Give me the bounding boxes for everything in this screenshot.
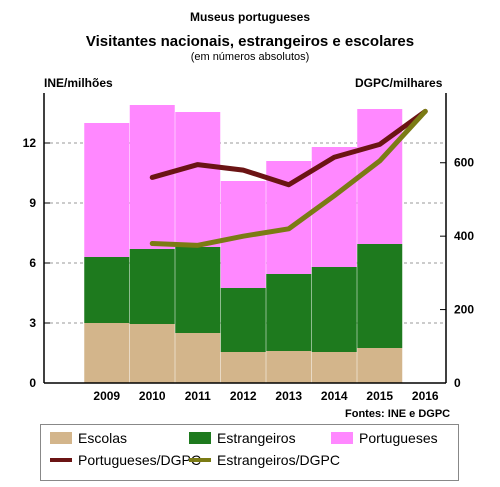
- line-estrangeiros-dgpc: [149, 108, 428, 248]
- legend-swatch-estrangeiros: [189, 432, 211, 444]
- chart-canvas: 0 3 6 9 12 0 200 400 600 2009 2010 2011 2012 2013 2014…: [23, 93, 475, 403]
- legend-label-estrangeiros-dgpc: Estrangeiros/DGPC: [217, 452, 340, 468]
- legend-label-portugueses-dgpc: Portugueses/DGPC: [78, 452, 201, 468]
- y-left-tick-label: 6: [29, 256, 36, 270]
- y-left-tick-label: 3: [29, 316, 36, 330]
- bar-estrangeiros: [266, 274, 312, 351]
- bar-escolas: [129, 324, 175, 383]
- y-left-tick-label: 0: [29, 376, 36, 390]
- x-tick-label: 2009: [93, 389, 120, 403]
- bar-escolas: [311, 352, 357, 383]
- chart-suptitle: Museus portugueses: [189, 10, 311, 24]
- bar-escolas: [175, 333, 221, 383]
- x-tick-label: 2015: [366, 389, 393, 403]
- y-axis-left-label: INE/milhões: [44, 76, 113, 90]
- legend-swatch-portugueses: [331, 432, 353, 444]
- bar-estrangeiros: [129, 249, 175, 324]
- chart-subtitle: (em números absolutos): [190, 51, 310, 63]
- bar-escolas: [266, 351, 312, 383]
- legend-swatch-escolas: [50, 432, 72, 444]
- bar-estrangeiros: [311, 267, 357, 352]
- bar-portugueses: [84, 123, 130, 257]
- source-note: Fontes: INE e DGPC: [345, 408, 451, 420]
- tick-labels: 0 3 6 9 12 0 200 400 600 2009 2010 2011 2012 2013 2014…: [23, 136, 475, 403]
- line-portugueses-dgpc: [149, 108, 428, 188]
- x-tick-label: 2014: [321, 389, 348, 403]
- legend-label-escolas: Escolas: [78, 430, 128, 446]
- y-right-tick-label: 600: [454, 156, 474, 170]
- bar-estrangeiros: [357, 244, 403, 348]
- bars: [84, 105, 403, 383]
- axes: [43, 93, 447, 384]
- bar-escolas: [357, 348, 403, 383]
- bar-portugueses: [357, 109, 403, 244]
- x-tick-label: 2012: [230, 389, 257, 403]
- y-right-tick-label: 200: [454, 303, 474, 317]
- y-left-tick-label: 12: [23, 136, 37, 150]
- bar-estrangeiros: [175, 247, 221, 333]
- legend-item-escolas: Escolas: [50, 430, 127, 446]
- x-tick-label: 2013: [275, 389, 302, 403]
- bar-escolas: [84, 323, 130, 383]
- legend-label-portugueses: Portugueses: [359, 430, 438, 446]
- bar-portugueses: [175, 112, 221, 247]
- legend-swatch-portugueses-dgpc: [50, 458, 72, 462]
- legend-label-estrangeiros: Estrangeiros: [217, 430, 296, 446]
- legend-swatch-estrangeiros-dgpc: [189, 458, 211, 462]
- legend: Escolas Estrangeiros Portugueses Portugu…: [40, 424, 459, 481]
- x-tick-label: 2011: [185, 389, 211, 403]
- lines: [149, 108, 428, 248]
- x-tick-label: 2010: [139, 389, 166, 403]
- bar-estrangeiros: [84, 257, 130, 323]
- legend-item-estrangeiros-dgpc: Estrangeiros/DGPC: [189, 452, 340, 468]
- y-left-tick-label: 9: [29, 196, 36, 210]
- y-axis-right-label: DGPC/milhares: [355, 76, 443, 90]
- x-tick-label: 2016: [412, 389, 439, 403]
- legend-item-portugueses-dgpc: Portugueses/DGPC: [50, 452, 201, 468]
- bar-escolas: [220, 352, 266, 383]
- y-right-tick-label: 400: [454, 229, 474, 243]
- legend-item-estrangeiros: Estrangeiros: [189, 430, 296, 446]
- y-right-tick-label: 0: [454, 376, 461, 390]
- legend-item-portugueses: Portugueses: [331, 430, 438, 446]
- bar-estrangeiros: [220, 288, 266, 352]
- chart-title: Visitantes nacionais, estrangeiros e esc…: [85, 33, 415, 50]
